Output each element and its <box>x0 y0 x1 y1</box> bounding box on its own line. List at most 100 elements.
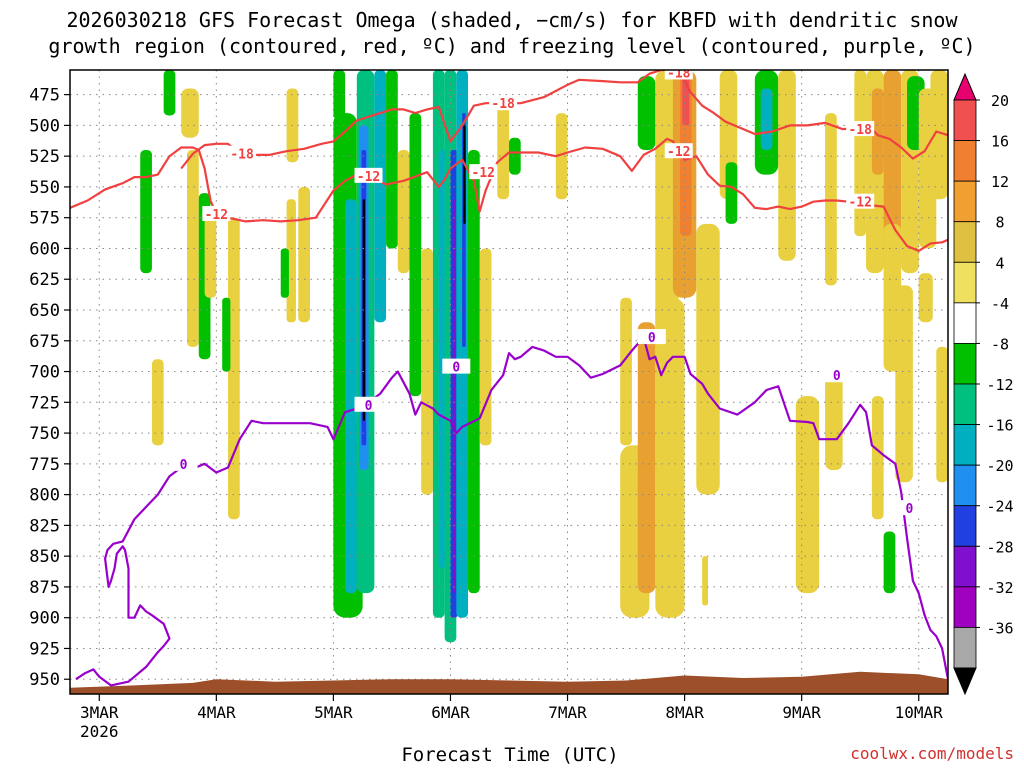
omega-cell <box>871 396 884 520</box>
colorbar-swatch <box>953 586 977 628</box>
omega-cell <box>204 211 217 298</box>
omega-cell <box>795 396 820 594</box>
omega-cell <box>509 137 521 175</box>
omega-cell <box>345 199 357 594</box>
dgz-minus12-label-bg <box>354 167 383 183</box>
omega-cell <box>871 88 884 175</box>
freezing-level-label: 0 <box>365 399 373 414</box>
colorbar-label: 12 <box>991 173 1009 191</box>
colorbar-top-arrow <box>953 72 977 101</box>
terrain-area <box>70 671 948 694</box>
x-tick-label: 8MAR <box>665 703 704 722</box>
colorbar-label: 20 <box>991 92 1009 110</box>
colorbar-swatch <box>953 99 977 141</box>
freezing-level-label-bg <box>895 500 924 516</box>
y-tick-label: 675 <box>29 332 60 352</box>
omega-cell <box>497 100 509 200</box>
colorbar-swatch <box>953 302 977 344</box>
omega-cell <box>883 70 902 274</box>
y-tick-label: 850 <box>29 547 60 567</box>
omega-cell <box>397 150 410 274</box>
omega-cell <box>374 70 387 323</box>
dgz-minus18-label: -18 <box>491 97 515 112</box>
dgz-minus18-label-bg <box>228 145 257 161</box>
freezing-level-label-bg <box>822 367 851 383</box>
y-tick-label: 700 <box>29 363 60 383</box>
colorbar-swatch <box>953 545 977 588</box>
dgz-minus18-label: -18 <box>230 148 254 163</box>
y-tick-label: 650 <box>29 301 60 321</box>
omega-cell <box>463 125 466 224</box>
omega-cell <box>222 297 231 372</box>
omega-cell <box>930 70 948 200</box>
freezing-level-label-bg <box>442 358 471 374</box>
freezing-level-label: 0 <box>452 361 460 376</box>
dgz-minus12-label-bg <box>846 193 875 209</box>
y-tick-label: 775 <box>29 455 60 475</box>
omega-cell <box>895 285 913 483</box>
dgz-minus12-line <box>70 137 948 252</box>
omega-cell <box>778 70 796 261</box>
y-tick-label: 575 <box>29 209 60 229</box>
x-tick-label: 4MAR <box>197 703 236 722</box>
colorbar-swatch <box>953 464 977 507</box>
dgz-minus18-label-bg <box>489 95 518 111</box>
colorbar-swatch <box>953 140 977 182</box>
y-tick-label: 950 <box>29 670 60 690</box>
y-tick-label: 550 <box>29 178 60 198</box>
omega-cell <box>725 162 738 224</box>
colorbar: 20 16 12 8 4 -4 -8 -12 -16 -20 -24 -28 -32 -36 <box>953 72 1014 696</box>
y-tick-label: 725 <box>29 393 60 413</box>
colorbar-swatch <box>953 180 977 223</box>
dgz-minus12-label-bg <box>664 143 693 159</box>
dgz-minus12-label: -12 <box>205 208 228 223</box>
x-axis-label: Forecast Time (UTC) <box>401 744 619 766</box>
freezing-level-label-bg <box>354 396 383 412</box>
freezing-level-label: 0 <box>180 458 188 473</box>
y-tick-label: 625 <box>29 270 60 290</box>
dgz-minus12-label: -12 <box>357 170 380 185</box>
omega-cell <box>409 113 422 397</box>
colorbar-label: 16 <box>991 133 1009 151</box>
colorbar-label: -20 <box>986 457 1013 475</box>
freezing-level-line <box>75 336 948 687</box>
y-tick-label: 600 <box>29 239 60 259</box>
dgz-minus12-label: -12 <box>472 166 495 181</box>
omega-cell <box>655 297 685 618</box>
y-axis-ticks: 475 500 525 550 575 600 625 650 675 700 725 750 775 8… <box>29 86 70 690</box>
y-tick-label: 750 <box>29 424 60 444</box>
x-tick-label: 9MAR <box>782 703 821 722</box>
omega-cell <box>386 70 398 249</box>
colorbar-label: -36 <box>986 619 1013 637</box>
omega-cell <box>163 70 176 116</box>
colorbar-swatch <box>953 383 977 425</box>
colorbar-swatch <box>953 343 977 385</box>
omega-cell <box>620 297 632 446</box>
omega-cell <box>637 76 656 150</box>
colorbar-label: 8 <box>995 214 1004 232</box>
dgz-minus18-label-bg <box>664 70 693 80</box>
omega-cell <box>918 273 933 323</box>
colorbar-bottom-arrow <box>953 667 977 696</box>
x-tick-label: 7MAR <box>548 703 587 722</box>
terrain-fill <box>70 671 948 694</box>
y-tick-label: 500 <box>29 116 60 136</box>
omega-cell <box>682 70 690 126</box>
omega-shading <box>140 70 948 643</box>
omega-cell <box>637 322 656 594</box>
colorbar-label: -24 <box>986 498 1013 516</box>
dgz-minus12-label: -12 <box>667 145 690 160</box>
dgz-minus18-label: -18 <box>667 66 691 81</box>
colorbar-label: -28 <box>986 538 1013 556</box>
omega-cell <box>187 150 199 347</box>
colorbar-label: -12 <box>986 376 1013 394</box>
freezing-level-label: 0 <box>833 369 841 384</box>
omega-cell <box>452 199 456 594</box>
omega-cell <box>825 113 837 286</box>
plot-frame <box>69 69 949 695</box>
dgz-minus18-line <box>180 70 948 170</box>
colorbar-swatch <box>953 424 977 466</box>
